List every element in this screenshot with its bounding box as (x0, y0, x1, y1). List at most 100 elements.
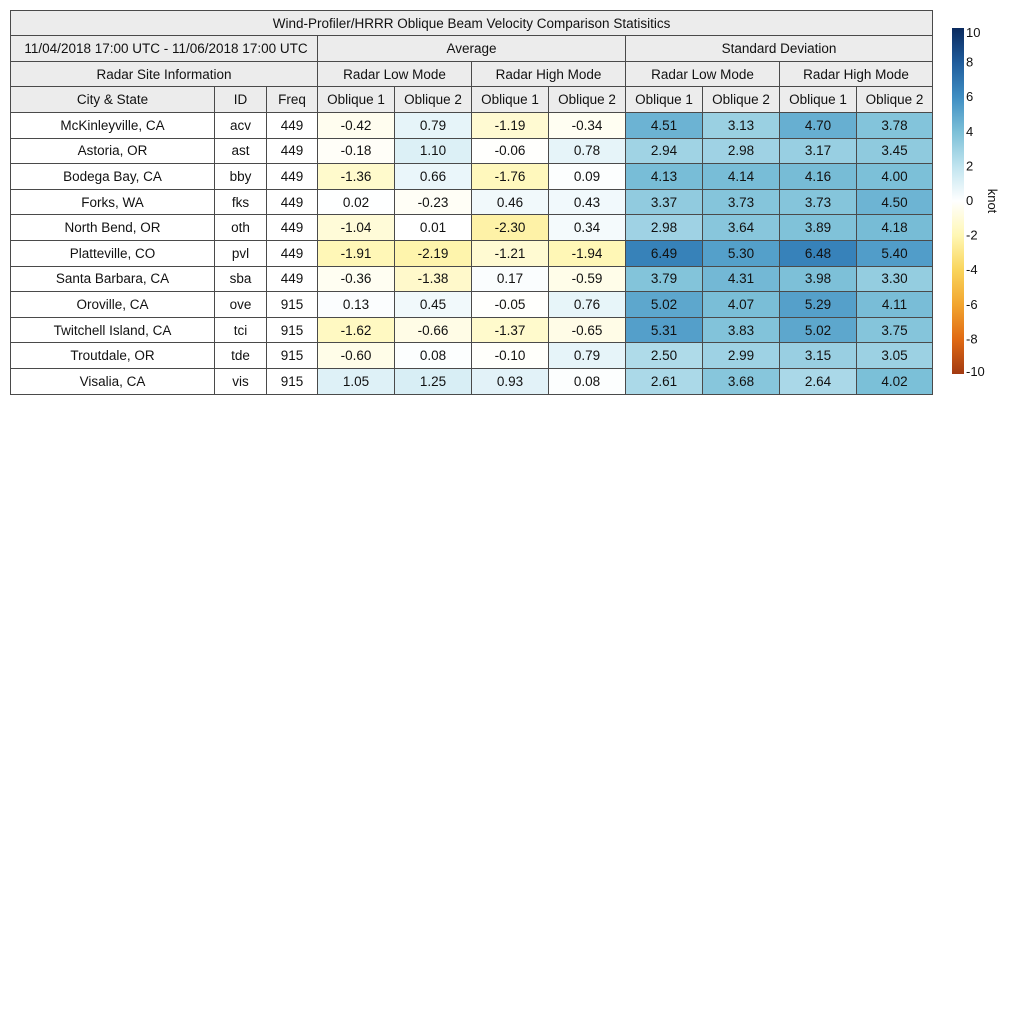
colorbar-unit-label: knot (985, 189, 1000, 214)
colorbar-tick-label: 6 (966, 89, 973, 104)
std-dev-value-cell: 4.16 (779, 163, 857, 190)
std-dev-value-cell: 3.05 (855, 342, 934, 369)
std-dev-value-cell: 3.17 (779, 137, 857, 165)
average-value-cell: -0.10 (471, 342, 549, 369)
average-value-cell: -1.37 (471, 316, 549, 344)
column-header-city: City & State (10, 86, 215, 113)
std-dev-value-cell: 5.30 (702, 239, 780, 267)
std-dev-value-cell: 4.18 (855, 214, 934, 241)
city-cell: Troutdale, OR (10, 342, 215, 369)
colorbar-tick-label: 8 (966, 55, 973, 70)
freq-cell: 449 (266, 188, 318, 216)
colorbar-tick-label: 0 (966, 193, 973, 208)
city-cell: North Bend, OR (10, 214, 215, 241)
average-value-cell: -2.19 (394, 239, 472, 267)
std-dev-value-cell: 4.14 (702, 163, 780, 190)
std-dev-value-cell: 3.98 (779, 265, 857, 293)
std-dev-value-cell: 3.45 (855, 137, 934, 165)
column-header-oblique: Oblique 2 (548, 86, 626, 113)
table-row: Twitchell Island, CA tci 915 -1.62 -0.66 -1.3… (10, 316, 934, 344)
average-value-cell: 0.09 (548, 163, 626, 190)
std-dev-value-cell: 2.98 (625, 214, 703, 241)
average-value-cell: -0.59 (548, 265, 626, 293)
site-id-cell: ove (214, 291, 267, 318)
std-dev-value-cell: 5.02 (625, 291, 703, 318)
std-dev-value-cell: 3.13 (702, 112, 780, 139)
average-value-cell: -0.36 (317, 265, 395, 293)
table-row: Bodega Bay, CA bby 449 -1.36 0.66 -1.76 0.09 4.… (10, 163, 934, 190)
colorbar-gradient (952, 28, 964, 374)
column-header-oblique: Oblique 2 (394, 86, 472, 113)
average-value-cell: -0.18 (317, 137, 395, 165)
std-dev-value-cell: 4.31 (702, 265, 780, 293)
std-dev-value-cell: 4.07 (702, 291, 780, 318)
average-value-cell: -0.34 (548, 112, 626, 139)
mode-header: Radar High Mode (778, 61, 934, 87)
std-dev-value-cell: 3.78 (855, 112, 934, 139)
freq-cell: 449 (266, 265, 318, 293)
colorbar-tick-label: -6 (966, 297, 978, 312)
std-dev-value-cell: 4.70 (779, 112, 857, 139)
average-value-cell: 1.25 (394, 367, 472, 395)
std-dev-value-cell: 4.02 (855, 367, 934, 395)
table-row: Troutdale, OR tde 915 -0.60 0.08 -0.10 0.79 2.5… (10, 342, 934, 369)
freq-cell: 449 (266, 112, 318, 139)
average-value-cell: -1.91 (317, 239, 395, 267)
column-header-oblique: Oblique 1 (779, 86, 857, 113)
site-id-cell: tci (214, 316, 267, 344)
std-dev-value-cell: 5.40 (855, 239, 934, 267)
city-cell: Astoria, OR (10, 137, 215, 165)
freq-cell: 449 (266, 137, 318, 165)
std-dev-value-cell: 2.99 (702, 342, 780, 369)
std-dev-value-cell: 3.89 (779, 214, 857, 241)
average-value-cell: -0.05 (471, 291, 549, 318)
table-row: North Bend, OR oth 449 -1.04 0.01 -2.30 0.34 2.… (10, 214, 934, 241)
std-dev-value-cell: 6.48 (779, 239, 857, 267)
std-dev-value-cell: 4.11 (855, 291, 934, 318)
average-value-cell: 0.34 (548, 214, 626, 241)
std-dev-value-cell: 4.50 (855, 188, 934, 216)
city-cell: Twitchell Island, CA (10, 316, 215, 344)
column-header-oblique: Oblique 1 (625, 86, 703, 113)
site-id-cell: pvl (214, 239, 267, 267)
average-value-cell: -1.19 (471, 112, 549, 139)
average-value-cell: 0.43 (548, 188, 626, 216)
site-id-cell: sba (214, 265, 267, 293)
colorbar-tick-label: -4 (966, 262, 978, 277)
colorbar: 10 8 6 4 2 0 -2 -4 -6 -8 -10 knot (952, 28, 1000, 378)
freq-cell: 449 (266, 214, 318, 241)
std-dev-value-cell: 2.98 (702, 137, 780, 165)
mode-header: Radar High Mode (471, 61, 626, 87)
column-header-oblique: Oblique 2 (855, 86, 934, 113)
std-dev-value-cell: 3.30 (855, 265, 934, 293)
average-value-cell: 0.93 (471, 367, 549, 395)
average-value-cell: -1.04 (317, 214, 395, 241)
average-value-cell: 0.08 (548, 367, 626, 395)
std-dev-value-cell: 3.37 (625, 188, 703, 216)
city-cell: Bodega Bay, CA (10, 163, 215, 190)
std-dev-value-cell: 4.13 (625, 163, 703, 190)
average-value-cell: -1.21 (471, 239, 549, 267)
average-value-cell: -0.65 (548, 316, 626, 344)
std-dev-value-cell: 2.64 (779, 367, 857, 395)
average-value-cell: -0.42 (317, 112, 395, 139)
site-id-cell: ast (214, 137, 267, 165)
city-cell: Platteville, CO (10, 239, 215, 267)
average-value-cell: -0.66 (394, 316, 472, 344)
site-id-cell: acv (214, 112, 267, 139)
std-dev-value-cell: 3.15 (779, 342, 857, 369)
average-value-cell: 1.05 (317, 367, 395, 395)
table-row: Astoria, OR ast 449 -0.18 1.10 -0.06 0.78 2.94 2… (10, 137, 934, 165)
average-value-cell: -1.94 (548, 239, 626, 267)
site-id-cell: oth (214, 214, 267, 241)
std-dev-value-cell: 3.73 (702, 188, 780, 216)
std-dev-value-cell: 5.02 (779, 316, 857, 344)
std-dev-value-cell: 2.61 (625, 367, 703, 395)
average-value-cell: 0.01 (394, 214, 472, 241)
std-dev-value-cell: 3.68 (702, 367, 780, 395)
site-id-cell: fks (214, 188, 267, 216)
city-cell: Oroville, CA (10, 291, 215, 318)
date-range: 11/04/2018 17:00 UTC - 11/06/2018 17:00 … (10, 35, 318, 62)
column-header-freq: Freq (266, 86, 318, 113)
table-row: Forks, WA fks 449 0.02 -0.23 0.46 0.43 3.37 3.73… (10, 188, 934, 216)
